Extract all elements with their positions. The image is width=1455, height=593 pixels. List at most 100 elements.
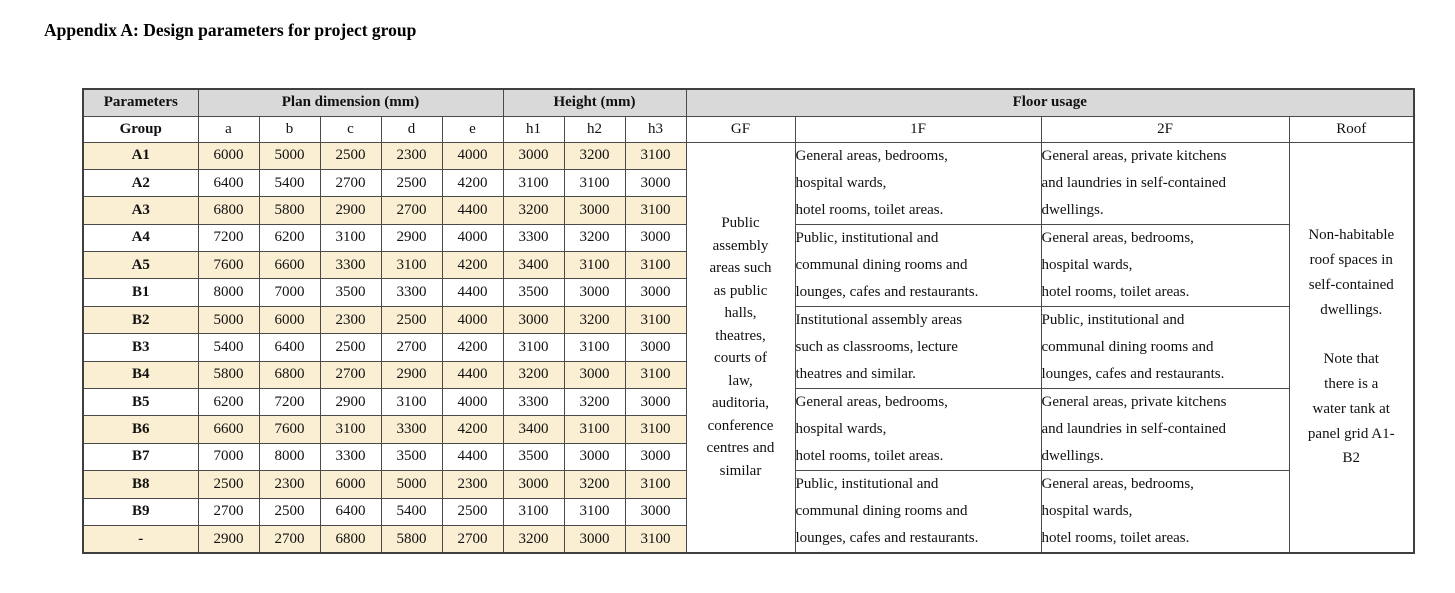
- floor2-usage-cell: Public, institutional and communal dinin…: [1040, 305, 1290, 390]
- value-cell: 3100: [563, 497, 626, 527]
- value-cell: 2900: [380, 360, 443, 390]
- floor2-usage-cell: General areas, bedrooms, hospital wards,…: [1040, 470, 1290, 554]
- value-cell: 3200: [563, 305, 626, 335]
- floor2-usage-cell: General areas, private kitchens and laun…: [1040, 388, 1290, 472]
- value-cell: 3300: [502, 388, 565, 417]
- group-cell: A3: [82, 196, 199, 225]
- floor1-usage-cell: General areas, bedrooms, hospital wards,…: [794, 141, 1042, 225]
- group-cell: B8: [82, 470, 199, 499]
- value-cell: 6400: [258, 333, 321, 362]
- value-cell: 3000: [624, 168, 687, 198]
- value-cell: 3400: [502, 415, 565, 444]
- value-cell: 3000: [502, 470, 565, 499]
- value-cell: 2500: [197, 470, 260, 499]
- value-cell: 3200: [563, 223, 626, 253]
- value-cell: 7000: [197, 442, 260, 472]
- value-cell: 3100: [563, 168, 626, 198]
- value-cell: 3000: [563, 278, 626, 307]
- value-cell: 2500: [441, 497, 504, 527]
- value-cell: 2900: [319, 388, 382, 417]
- value-cell: 5400: [380, 497, 443, 527]
- value-cell: 4000: [441, 305, 504, 335]
- header-row-groups: Parameters Plan dimension (mm) Height (m…: [82, 88, 1415, 117]
- value-cell: 3000: [624, 497, 687, 527]
- design-parameters-table: Parameters Plan dimension (mm) Height (m…: [82, 88, 1415, 555]
- floor2-usage-cell: General areas, private kitchens and laun…: [1040, 141, 1290, 225]
- value-cell: 5000: [380, 470, 443, 499]
- value-cell: 4400: [441, 278, 504, 307]
- value-cell: 6200: [258, 223, 321, 253]
- table-row: B4 5800 6800 2700 2900 4400 3200 3000 3100: [82, 360, 1414, 390]
- value-cell: 2300: [441, 470, 504, 499]
- value-cell: 3000: [624, 223, 687, 253]
- value-cell: 3100: [502, 168, 565, 198]
- value-cell: 3100: [502, 333, 565, 362]
- group-cell: B3: [82, 333, 199, 362]
- table-row: A2 6400 5400 2700 2500 4200 3100 3100 3000: [82, 168, 1414, 198]
- value-cell: 6000: [319, 470, 382, 499]
- gf-usage-cell: Public assembly areas such as public hal…: [685, 141, 796, 554]
- value-cell: 3300: [380, 415, 443, 444]
- group-cell: A2: [82, 168, 199, 198]
- group-cell: A4: [82, 223, 199, 253]
- value-cell: 3100: [624, 141, 687, 170]
- header-plan-dimension: Plan dimension (mm): [197, 88, 504, 117]
- value-cell: 7600: [197, 251, 260, 280]
- header-col-c: c: [319, 115, 382, 143]
- value-cell: 3000: [563, 196, 626, 225]
- header-col-b: b: [258, 115, 321, 143]
- value-cell: 8000: [258, 442, 321, 472]
- value-cell: 5000: [197, 305, 260, 335]
- value-cell: 3200: [502, 360, 565, 390]
- table-body: A1 6000 5000 2500 2300 4000 3000 3200 3100 Public…: [82, 141, 1415, 554]
- group-cell: B7: [82, 442, 199, 472]
- group-cell: -: [82, 525, 199, 554]
- group-cell: B5: [82, 388, 199, 417]
- header-col-h1: h1: [502, 115, 565, 143]
- value-cell: 4000: [441, 141, 504, 170]
- value-cell: 7200: [258, 388, 321, 417]
- value-cell: 3100: [624, 196, 687, 225]
- value-cell: 3100: [563, 251, 626, 280]
- value-cell: 5800: [258, 196, 321, 225]
- header-col-a: a: [197, 115, 260, 143]
- group-cell: B9: [82, 497, 199, 527]
- value-cell: 3300: [380, 278, 443, 307]
- value-cell: 3000: [624, 442, 687, 472]
- value-cell: 5000: [258, 141, 321, 170]
- value-cell: 3100: [624, 360, 687, 390]
- table-row: B5 6200 7200 2900 3100 4000 3300 3200 3000 Genera…: [82, 388, 1414, 472]
- value-cell: 3500: [502, 278, 565, 307]
- value-cell: 4400: [441, 196, 504, 225]
- table-row: B2 5000 6000 2300 2500 4000 3000 3200 3100 Instit…: [82, 305, 1414, 390]
- value-cell: 2300: [258, 470, 321, 499]
- value-cell: 3100: [380, 388, 443, 417]
- value-cell: 2500: [380, 168, 443, 198]
- value-cell: 3500: [380, 442, 443, 472]
- value-cell: 3100: [624, 305, 687, 335]
- value-cell: 2700: [319, 360, 382, 390]
- value-cell: 2700: [258, 525, 321, 554]
- group-cell: A1: [82, 141, 199, 170]
- value-cell: 3100: [624, 415, 687, 444]
- table-row: B3 5400 6400 2500 2700 4200 3100 3100 3000: [82, 333, 1414, 362]
- header-group: Group: [82, 115, 199, 143]
- value-cell: 2700: [319, 168, 382, 198]
- value-cell: 3100: [624, 470, 687, 499]
- value-cell: 2500: [380, 305, 443, 335]
- value-cell: 3500: [319, 278, 382, 307]
- value-cell: 7000: [258, 278, 321, 307]
- floor1-usage-cell: Public, institutional and communal dinin…: [794, 470, 1042, 554]
- header-col-1f: 1F: [794, 115, 1042, 143]
- value-cell: 2700: [197, 497, 260, 527]
- header-col-e: e: [441, 115, 504, 143]
- value-cell: 3000: [502, 305, 565, 335]
- header-col-h3: h3: [624, 115, 687, 143]
- value-cell: 3100: [319, 223, 382, 253]
- value-cell: 3000: [624, 278, 687, 307]
- value-cell: 3100: [624, 525, 687, 554]
- value-cell: 4000: [441, 223, 504, 253]
- group-cell: B6: [82, 415, 199, 444]
- table-row: A3 6800 5800 2900 2700 4400 3200 3000 3100: [82, 196, 1414, 225]
- value-cell: 2900: [197, 525, 260, 554]
